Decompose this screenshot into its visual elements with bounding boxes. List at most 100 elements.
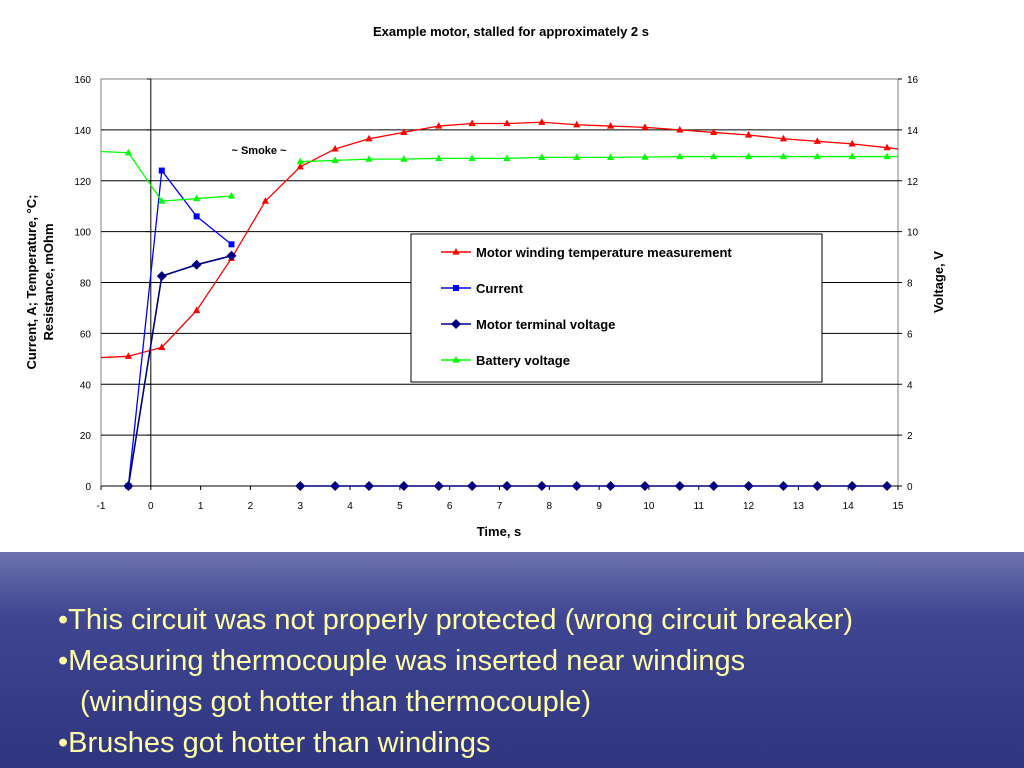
data-point	[848, 152, 856, 160]
data-point	[363, 481, 374, 491]
data-point	[606, 153, 615, 160]
x-tick-label: 2	[248, 501, 254, 512]
left-tick-label: 60	[80, 329, 92, 340]
right-tick-label: 8	[907, 279, 913, 290]
series-motor-terminal-voltage	[123, 250, 893, 491]
legend-label: Current	[476, 281, 524, 296]
data-point	[123, 481, 134, 491]
data-point	[883, 152, 891, 160]
right-tick-label: 2	[907, 431, 913, 442]
series-line	[127, 168, 232, 487]
right-tick-label: 4	[907, 380, 913, 391]
x-tick-label: 5	[397, 501, 403, 512]
x-tick-label: -1	[97, 501, 106, 512]
left-tick-label: 160	[74, 75, 91, 86]
x-tick-label: 3	[297, 501, 303, 512]
left-tick-label: 100	[74, 228, 91, 239]
right-tick-label: 10	[907, 228, 919, 239]
data-point	[331, 144, 339, 152]
bullet-item-thermocouple-continued: (windings got hotter than thermocouple)	[80, 686, 592, 718]
x-tick-label: 7	[497, 501, 503, 512]
x-tick-label: 9	[596, 501, 602, 512]
legend-item-motor-winding-temperature-measurement: Motor winding temperature measurement	[441, 245, 732, 260]
legend-swatch-marker	[453, 285, 459, 291]
data-point	[779, 152, 788, 160]
left-tick-label: 140	[74, 126, 91, 137]
left-axis-title-line-2: Resistance, mOhm	[41, 223, 56, 340]
data-point	[295, 481, 306, 491]
data-point	[606, 122, 615, 129]
data-point	[158, 343, 166, 350]
chart-area: Example motor, stalled for approximately…	[24, 24, 946, 539]
data-point	[226, 250, 237, 261]
right-tick-label: 0	[907, 482, 913, 493]
left-tick-label: 20	[80, 431, 92, 442]
data-point	[331, 156, 339, 163]
data-point	[641, 123, 649, 130]
x-tick-label: 0	[148, 501, 154, 512]
data-point	[848, 139, 856, 147]
data-point	[365, 134, 373, 142]
left-tick-label: 120	[74, 177, 91, 188]
data-point	[400, 128, 408, 136]
data-point	[468, 154, 476, 161]
data-point	[467, 481, 478, 491]
data-point	[639, 481, 650, 491]
data-point	[778, 481, 789, 491]
data-point	[503, 154, 511, 161]
bullet-item-brushes: •Brushes got hotter than windings	[58, 727, 491, 759]
data-point	[124, 352, 132, 359]
right-tick-label: 6	[907, 329, 913, 340]
data-point	[501, 481, 512, 491]
data-point	[605, 481, 616, 491]
legend-swatch-marker	[452, 248, 460, 255]
data-point	[573, 120, 581, 128]
x-tick-label: 12	[743, 501, 755, 512]
legend-box	[410, 233, 823, 383]
data-point	[571, 481, 582, 491]
data-point	[503, 119, 511, 127]
legend-item-battery-voltage: Battery voltage	[441, 353, 570, 368]
legend-swatch-marker	[451, 319, 461, 329]
left-tick-label: 80	[80, 279, 92, 290]
data-point	[296, 162, 304, 170]
data-point	[676, 152, 684, 160]
x-tick-label: 4	[347, 501, 353, 512]
smoke-annotation: ~ Smoke ~	[231, 145, 287, 157]
data-point	[813, 137, 821, 144]
x-tick-label: 8	[547, 501, 553, 512]
data-point	[330, 481, 341, 491]
data-point	[710, 128, 718, 136]
data-point	[158, 197, 166, 204]
data-point	[193, 306, 201, 314]
chart-title: Example motor, stalled for approximately…	[373, 24, 649, 39]
data-point	[435, 154, 443, 161]
right-tick-label: 12	[907, 177, 919, 188]
data-point	[193, 213, 200, 220]
data-point	[710, 152, 718, 160]
legend-swatch-marker	[452, 356, 460, 363]
bullet-item-circuit-protection: •This circuit was not properly protected…	[58, 604, 854, 636]
data-point	[676, 125, 684, 133]
data-point	[296, 157, 304, 165]
data-point	[227, 192, 236, 199]
data-point	[813, 152, 821, 160]
right-tick-label: 14	[907, 126, 919, 137]
data-point	[261, 197, 269, 204]
data-point	[573, 153, 581, 160]
x-tick-label: 13	[793, 501, 805, 512]
left-tick-label: 0	[85, 482, 91, 493]
series-line	[127, 255, 232, 487]
legend-label: Motor winding temperature measurement	[476, 245, 732, 260]
grid-lines	[101, 129, 898, 436]
legend-item-current: Current	[441, 281, 524, 296]
data-point	[882, 481, 893, 491]
left-tick-label: 40	[80, 380, 92, 391]
x-tick-label: 1	[198, 501, 204, 512]
data-point	[674, 481, 685, 491]
data-point	[468, 119, 476, 127]
legend-label: Motor terminal voltage	[476, 317, 615, 332]
legend-item-motor-terminal-voltage: Motor terminal voltage	[441, 317, 615, 332]
data-point	[536, 481, 547, 491]
series-layer	[100, 118, 899, 491]
